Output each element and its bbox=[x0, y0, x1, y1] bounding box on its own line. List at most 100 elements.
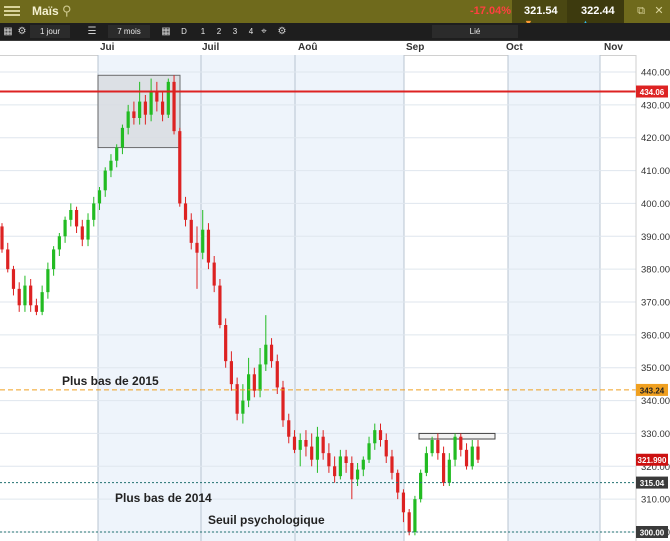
candle-down[interactable] bbox=[11, 269, 16, 289]
candle-up[interactable] bbox=[86, 219, 90, 240]
candle-down[interactable] bbox=[252, 374, 256, 391]
candle-down[interactable] bbox=[327, 453, 331, 467]
close-icon[interactable]: ✕ bbox=[654, 5, 664, 17]
candle-down[interactable] bbox=[390, 456, 394, 473]
range-1-button[interactable]: 1 bbox=[200, 27, 206, 36]
candle-down[interactable] bbox=[183, 203, 188, 220]
candle-down[interactable] bbox=[218, 285, 222, 325]
candle-down[interactable] bbox=[384, 439, 388, 457]
candle-down[interactable] bbox=[269, 344, 274, 362]
candle-down[interactable] bbox=[235, 384, 239, 414]
candle-up[interactable] bbox=[447, 459, 451, 483]
candle-up[interactable] bbox=[46, 269, 50, 293]
candle-down[interactable] bbox=[178, 131, 182, 204]
candle-up[interactable] bbox=[470, 446, 474, 467]
chart-settings-icon[interactable]: ⚙ bbox=[277, 26, 287, 37]
range-d-button[interactable]: D bbox=[181, 27, 187, 36]
interval-select[interactable]: 1 jour bbox=[30, 25, 70, 38]
candle-up[interactable] bbox=[355, 469, 360, 480]
buy-price-button[interactable]: 322.44 ▲ bbox=[567, 0, 624, 28]
settings-icon[interactable]: ⚙ bbox=[17, 26, 27, 37]
candle-up[interactable] bbox=[138, 101, 142, 118]
price-chart[interactable]: 440.00 430.00 420.00 410.00 400.00 390.00 380.… bbox=[0, 55, 670, 541]
candle-down[interactable] bbox=[34, 305, 39, 312]
candle-down[interactable] bbox=[206, 229, 211, 263]
candle-up[interactable] bbox=[424, 453, 428, 473]
candle-up[interactable] bbox=[63, 219, 67, 237]
candle-down[interactable] bbox=[287, 420, 291, 437]
candle-down[interactable] bbox=[160, 101, 165, 115]
candle-down[interactable] bbox=[350, 462, 354, 480]
candle-down[interactable] bbox=[29, 285, 33, 306]
candle-down[interactable] bbox=[0, 226, 4, 250]
candle-up[interactable] bbox=[149, 91, 153, 115]
candle-up[interactable] bbox=[367, 443, 371, 460]
range-2-button[interactable]: 2 bbox=[216, 27, 222, 36]
candle-up[interactable] bbox=[126, 111, 130, 128]
candle-down[interactable] bbox=[464, 449, 469, 467]
candle-down[interactable] bbox=[401, 492, 406, 513]
linked-toggle[interactable]: Lié bbox=[432, 25, 518, 38]
candle-down[interactable] bbox=[459, 436, 463, 450]
candle-down[interactable] bbox=[132, 111, 136, 118]
range-4-button[interactable]: 4 bbox=[248, 27, 254, 36]
candle-down[interactable] bbox=[378, 430, 383, 440]
candle-up[interactable] bbox=[166, 81, 170, 115]
candle-down[interactable] bbox=[304, 439, 308, 447]
candle-up[interactable] bbox=[315, 436, 320, 460]
detach-window-icon[interactable]: ⧉ bbox=[637, 5, 645, 17]
sell-price-button[interactable]: 321.54 ▼ bbox=[512, 0, 567, 28]
range-select[interactable]: 7 mois bbox=[108, 25, 150, 38]
candle-up[interactable] bbox=[115, 147, 119, 161]
grid-icon[interactable]: ▦ bbox=[3, 26, 13, 37]
candle-down[interactable] bbox=[310, 446, 314, 460]
candle-down[interactable] bbox=[476, 446, 480, 460]
candle-up[interactable] bbox=[23, 285, 27, 306]
candle-up[interactable] bbox=[52, 249, 56, 270]
candle-down[interactable] bbox=[6, 249, 10, 270]
candle-up[interactable] bbox=[338, 456, 342, 477]
candle-down[interactable] bbox=[275, 361, 279, 388]
candle-down[interactable] bbox=[333, 466, 337, 477]
candle-up[interactable] bbox=[103, 170, 107, 191]
candle-up[interactable] bbox=[69, 209, 73, 220]
candle-up[interactable] bbox=[361, 459, 365, 470]
calendar-icon[interactable]: ▦ bbox=[161, 26, 171, 37]
candle-down[interactable] bbox=[172, 81, 176, 132]
candle-down[interactable] bbox=[344, 456, 348, 463]
candle-up[interactable] bbox=[298, 439, 302, 450]
candle-up[interactable] bbox=[201, 229, 205, 253]
candle-up[interactable] bbox=[92, 203, 96, 220]
candle-down[interactable] bbox=[195, 242, 199, 253]
candle-up[interactable] bbox=[453, 436, 457, 460]
candle-up[interactable] bbox=[430, 439, 434, 454]
candle-down[interactable] bbox=[281, 387, 285, 421]
candle-down[interactable] bbox=[80, 226, 84, 240]
candle-down[interactable] bbox=[436, 439, 440, 454]
candle-down[interactable] bbox=[189, 219, 193, 243]
range-3-button[interactable]: 3 bbox=[232, 27, 238, 36]
candle-up[interactable] bbox=[258, 364, 262, 391]
crosshair-icon[interactable]: ⌖ bbox=[261, 26, 267, 37]
search-icon[interactable]: ⚲ bbox=[62, 3, 72, 18]
candle-up[interactable] bbox=[40, 292, 44, 312]
candle-up[interactable] bbox=[120, 127, 125, 148]
menu-icon[interactable] bbox=[4, 4, 20, 18]
candle-down[interactable] bbox=[321, 436, 325, 454]
candle-up[interactable] bbox=[241, 400, 245, 414]
candle-down[interactable] bbox=[17, 288, 21, 306]
candle-down[interactable] bbox=[407, 512, 411, 532]
candle-up[interactable] bbox=[57, 236, 61, 250]
chart-type-icon[interactable]: ☰ bbox=[87, 26, 97, 37]
candle-down[interactable] bbox=[155, 91, 159, 102]
candle-down[interactable] bbox=[74, 209, 79, 227]
candle-down[interactable] bbox=[143, 101, 147, 115]
candle-up[interactable] bbox=[264, 344, 268, 365]
candle-down[interactable] bbox=[292, 436, 297, 450]
candle-up[interactable] bbox=[247, 374, 251, 401]
candle-up[interactable] bbox=[109, 160, 113, 171]
candle-up[interactable] bbox=[97, 190, 102, 204]
candle-down[interactable] bbox=[441, 453, 446, 483]
candle-down[interactable] bbox=[212, 262, 216, 286]
candle-down[interactable] bbox=[224, 324, 228, 362]
